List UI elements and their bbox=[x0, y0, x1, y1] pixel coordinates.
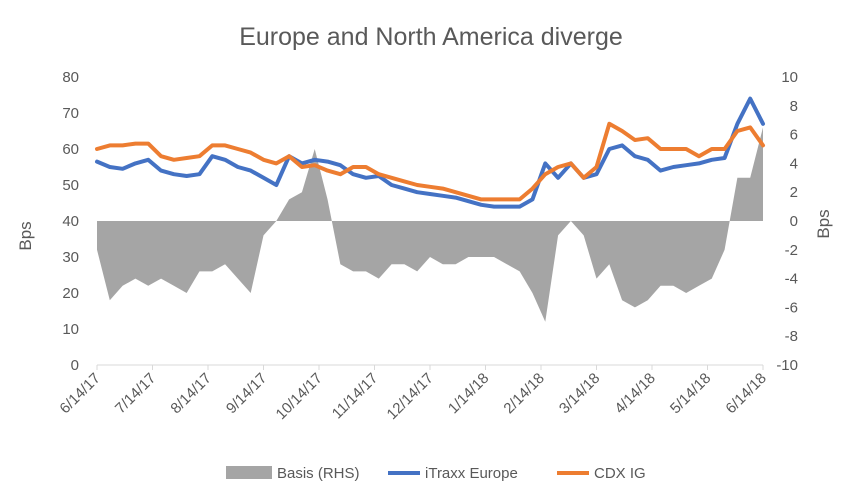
y-left-tick-label: 80 bbox=[62, 69, 79, 86]
y-right-tick-label: -2 bbox=[785, 242, 798, 259]
x-tick-label: 1/14/18 bbox=[445, 370, 492, 417]
y-right-tick-label: 10 bbox=[781, 69, 798, 86]
series-basis-rhs-area bbox=[97, 127, 763, 322]
x-tick-label: 4/14/18 bbox=[611, 370, 658, 417]
y-left-tick-label: 40 bbox=[62, 213, 79, 230]
series-itraxx-europe-line bbox=[95, 96, 765, 209]
y-right-tick-label: -10 bbox=[776, 357, 798, 374]
x-tick-label: 11/14/17 bbox=[329, 370, 382, 423]
y-left-tick-label: 10 bbox=[62, 321, 79, 338]
y-left-tick-label: 50 bbox=[62, 177, 79, 194]
y-axis-right: -10 -8 -6 -4 -2 0 2 4 6 8 10 bbox=[776, 69, 798, 374]
y-right-tick-label: 8 bbox=[790, 98, 798, 115]
x-tick-label: 12/14/17 bbox=[384, 370, 437, 423]
legend-label: Basis (RHS) bbox=[277, 465, 360, 482]
x-tick-label: 7/14/17 bbox=[112, 370, 159, 417]
x-tick-label: 10/14/17 bbox=[273, 370, 326, 423]
y-right-tick-label: -8 bbox=[785, 328, 798, 345]
y-axis-right-title: Bps bbox=[814, 209, 833, 238]
legend-item-cdx-ig: CDX IG bbox=[557, 465, 646, 482]
x-tick-label: 8/14/17 bbox=[167, 370, 214, 417]
legend-label: CDX IG bbox=[594, 465, 646, 482]
legend-swatch bbox=[226, 466, 272, 479]
y-left-tick-label: 60 bbox=[62, 141, 79, 158]
y-left-tick-label: 20 bbox=[62, 285, 79, 302]
plot-area bbox=[95, 96, 765, 322]
y-right-tick-label: 6 bbox=[790, 127, 798, 144]
y-right-tick-label: 2 bbox=[790, 184, 798, 201]
legend-label: iTraxx Europe bbox=[425, 465, 518, 482]
series-cdx-ig-line bbox=[95, 121, 765, 202]
y-right-tick-label: 0 bbox=[790, 213, 798, 230]
chart-title: Europe and North America diverge bbox=[239, 23, 623, 51]
x-tick-label: 3/14/18 bbox=[556, 370, 603, 417]
x-tick-label: 9/14/17 bbox=[223, 370, 270, 417]
x-tick-label: 6/14/18 bbox=[722, 370, 769, 417]
y-left-tick-label: 0 bbox=[71, 357, 79, 374]
y-right-tick-label: -6 bbox=[785, 299, 798, 316]
x-tick-label: 2/14/18 bbox=[500, 370, 547, 417]
legend-item-itraxx-europe: iTraxx Europe bbox=[388, 465, 518, 482]
y-left-tick-label: 70 bbox=[62, 105, 79, 122]
x-tick-label: 6/14/17 bbox=[56, 370, 103, 417]
x-axis: 6/14/17 7/14/17 8/14/17 9/14/17 10/14/17 11/1… bbox=[56, 364, 770, 423]
y-right-tick-label: 4 bbox=[790, 155, 798, 172]
x-tick-label: 5/14/18 bbox=[667, 370, 714, 417]
y-axis-left-title: Bps bbox=[16, 221, 35, 250]
y-axis-left: 0 10 20 30 40 50 60 70 80 bbox=[62, 69, 79, 374]
legend-item-basis-rhs: Basis (RHS) bbox=[226, 465, 360, 482]
legend: Basis (RHS) iTraxx Europe CDX IG bbox=[226, 465, 646, 482]
y-left-tick-label: 30 bbox=[62, 249, 79, 266]
y-right-tick-label: -4 bbox=[785, 271, 798, 288]
